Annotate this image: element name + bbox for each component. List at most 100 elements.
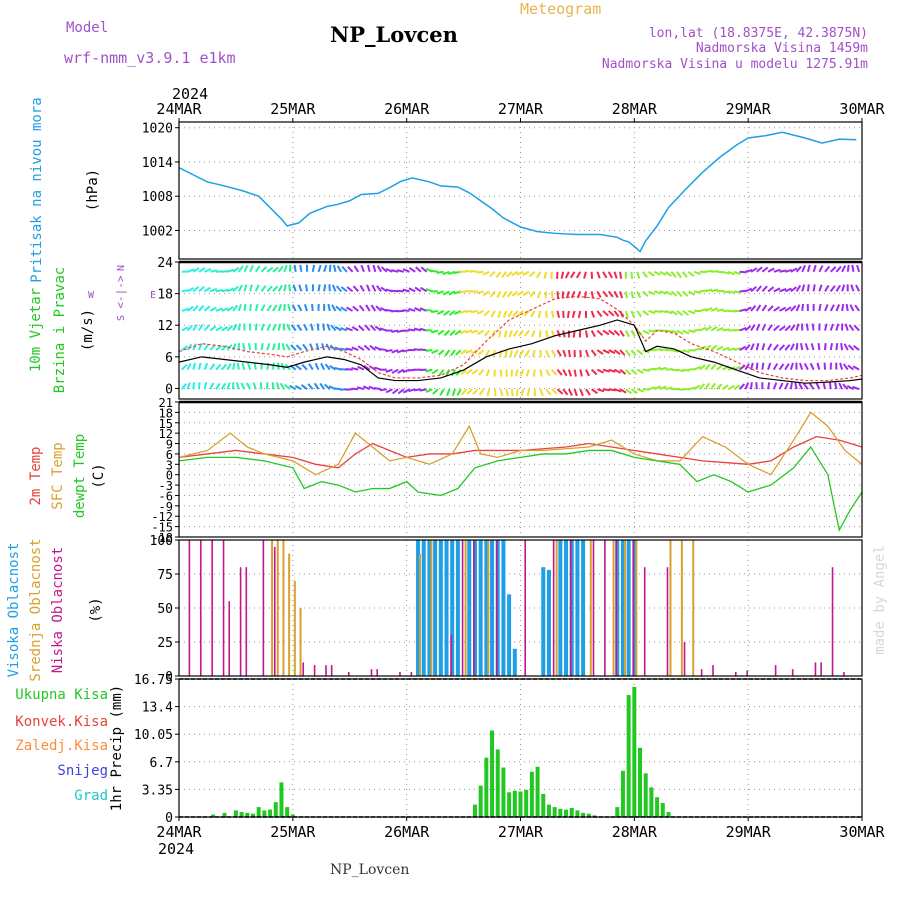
wind-arrow bbox=[575, 271, 582, 279]
wind-arrow bbox=[502, 310, 508, 318]
wind-arrow bbox=[818, 284, 823, 292]
wind-arrow bbox=[243, 265, 249, 273]
wind-arrow bbox=[744, 344, 751, 351]
wind-arrow bbox=[316, 323, 320, 331]
y-tick-label: -15 bbox=[151, 521, 173, 535]
wind-arrow bbox=[773, 306, 781, 312]
wind-arrow bbox=[513, 329, 519, 337]
wind-arrow bbox=[345, 327, 353, 332]
cloud-low-label: Niska Oblacnost bbox=[50, 547, 66, 673]
wind-arrow bbox=[824, 284, 830, 292]
wind-arrow bbox=[516, 290, 524, 296]
precip-bar bbox=[273, 802, 278, 817]
cloud-low-bar bbox=[239, 567, 242, 676]
wind-arrow bbox=[369, 344, 376, 351]
wind-arrow bbox=[653, 290, 662, 295]
wind-arrow bbox=[192, 286, 200, 293]
wind-arrow bbox=[353, 265, 360, 273]
cloud-high-bar bbox=[490, 540, 495, 676]
cloud-high-bar bbox=[581, 540, 586, 676]
precip-bar bbox=[643, 773, 648, 817]
wind-arrow bbox=[648, 290, 656, 296]
wind-arrow bbox=[536, 290, 542, 299]
wind-arrow bbox=[385, 388, 393, 394]
wind-arrow bbox=[391, 349, 399, 354]
precip-bar bbox=[638, 747, 643, 817]
wind-arrow bbox=[556, 369, 563, 376]
cloud-low-bar bbox=[814, 662, 817, 676]
x-tick-label-bottom: 30MAR bbox=[839, 823, 885, 841]
precip-bar bbox=[290, 814, 295, 817]
wind-arrow bbox=[271, 362, 275, 370]
wind-arrow bbox=[209, 382, 215, 390]
wind-arrow bbox=[804, 343, 809, 351]
wind-arrow bbox=[676, 310, 684, 317]
wind-arrow bbox=[704, 325, 712, 332]
x-tick-label-bottom: 27MAR bbox=[498, 823, 544, 841]
wind-arrow bbox=[272, 304, 278, 312]
wind-arrow bbox=[705, 288, 713, 293]
wind-arrow bbox=[300, 384, 308, 391]
wind-arrow bbox=[767, 382, 771, 390]
wind-arrow bbox=[209, 363, 216, 371]
y-tick-label: 0 bbox=[166, 469, 173, 483]
wind-arrow bbox=[636, 349, 644, 356]
wind-arrow bbox=[408, 287, 416, 293]
wind-arrow bbox=[750, 324, 756, 332]
y-tick-label: -3 bbox=[159, 479, 173, 493]
wind-arrow bbox=[345, 347, 353, 352]
cloud-mid-bar bbox=[464, 540, 467, 676]
wind-arrow bbox=[391, 329, 399, 333]
wind-arrow bbox=[336, 265, 343, 273]
wind-arrow bbox=[277, 265, 284, 273]
wind-arrow bbox=[784, 363, 790, 371]
wind-arrow bbox=[186, 362, 192, 371]
cloud-low-bar bbox=[313, 665, 316, 676]
wind-arrow bbox=[716, 326, 724, 332]
wind-arrow bbox=[445, 369, 451, 377]
wind-arrow bbox=[789, 343, 795, 351]
wind-arrow bbox=[192, 382, 196, 390]
wind-arrow bbox=[284, 383, 291, 390]
wind-arrow bbox=[772, 343, 779, 351]
precip-bar bbox=[250, 813, 255, 817]
wind-arrow bbox=[722, 346, 730, 352]
wind-arrow bbox=[425, 388, 433, 393]
cloud-mid-bar bbox=[293, 580, 296, 676]
wind-arrow bbox=[276, 382, 280, 390]
wind-arrow bbox=[602, 310, 609, 317]
y-tick-label: 21 bbox=[159, 396, 173, 410]
wind-arrow bbox=[716, 364, 723, 371]
wind-arrow bbox=[721, 384, 729, 391]
y-tick-label: 0 bbox=[165, 670, 173, 685]
wind-arrow bbox=[795, 265, 802, 273]
wind-arrow bbox=[260, 343, 264, 351]
wind-arrow bbox=[699, 326, 707, 332]
wind-gust-line bbox=[178, 295, 863, 382]
wind-arrow bbox=[750, 382, 753, 390]
wind-arrow bbox=[822, 382, 826, 390]
cloud-low-bar bbox=[302, 662, 305, 676]
wind-arrow bbox=[271, 343, 276, 351]
wind-arrow bbox=[235, 382, 240, 390]
x-tick-label-bottom: 26MAR bbox=[384, 823, 430, 841]
wind-arrow bbox=[340, 306, 348, 312]
wind-arrow bbox=[579, 388, 584, 397]
wind-arrow bbox=[516, 270, 524, 276]
cloud-mid-bar bbox=[419, 553, 422, 676]
wind-arrow bbox=[790, 286, 797, 293]
wind-arrow bbox=[290, 324, 297, 332]
wind-arrow bbox=[236, 362, 240, 370]
wind-arrow bbox=[330, 324, 337, 332]
precip-bar bbox=[649, 787, 654, 817]
wind-arrow bbox=[739, 308, 747, 312]
cloud-high-bar bbox=[421, 540, 426, 676]
wind-arrow bbox=[602, 329, 610, 336]
wind-arrow bbox=[528, 271, 536, 278]
wind-arrow bbox=[311, 264, 316, 272]
cloud-high-bar bbox=[507, 594, 512, 676]
wind-arrow bbox=[676, 271, 682, 279]
wind-arrow bbox=[220, 382, 227, 390]
wind-arrow bbox=[710, 325, 718, 332]
wind-arrow bbox=[835, 284, 841, 292]
